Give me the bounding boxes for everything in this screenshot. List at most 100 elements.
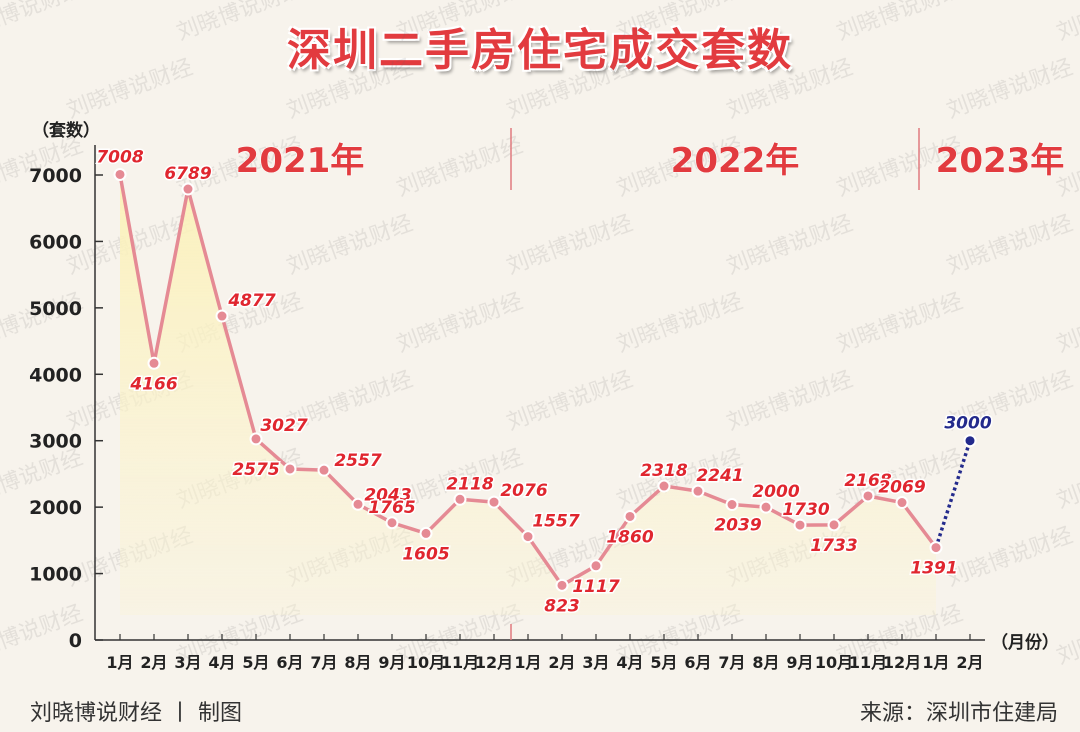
watermark-text: 刘晓博说财经 [174, 0, 307, 46]
data-label: 1860 [606, 527, 653, 547]
x-tick-label: 4月 [208, 653, 235, 672]
y-tick-label: 3000 [29, 431, 82, 453]
y-axis-label: （套数） [32, 120, 100, 141]
data-label: 823 [544, 596, 580, 616]
x-tick-label: 8月 [752, 653, 779, 672]
data-label: 1117 [572, 577, 619, 597]
data-label: 3027 [260, 416, 307, 436]
data-label: 6789 [164, 164, 211, 184]
data-point [929, 541, 943, 555]
watermark-text: 刘晓博说财经 [284, 211, 417, 280]
x-tick-label: 2月 [140, 653, 167, 672]
watermark-text: 刘晓博说财经 [834, 0, 967, 46]
data-label: 1765 [368, 498, 415, 518]
x-tick-label: 9月 [378, 653, 405, 672]
watermark-text: 刘晓博说财经 [504, 211, 637, 280]
data-point [181, 182, 195, 196]
watermark-text: 刘晓博说财经 [1054, 445, 1080, 514]
data-point [215, 309, 229, 323]
watermark-text: 刘晓博说财经 [64, 55, 197, 124]
data-point [793, 518, 807, 532]
data-point [725, 498, 739, 512]
x-tick-label: 8月 [344, 653, 371, 672]
x-tick-label: 9月 [786, 653, 813, 672]
data-label: 1557 [532, 512, 579, 532]
data-label: 2043 [364, 485, 411, 505]
data-point [113, 167, 127, 181]
y-tick-label: 5000 [29, 298, 82, 320]
data-label: 1730 [782, 500, 829, 520]
x-tick-label: 1月 [106, 653, 133, 672]
data-label: 2039 [714, 516, 761, 536]
watermark-text: 刘晓博说财经 [394, 0, 527, 46]
x-tick-label: 2月 [548, 653, 575, 672]
data-point [657, 479, 671, 493]
x-tick-label: 7月 [310, 653, 337, 672]
data-point [555, 578, 569, 592]
data-label: 3000 [944, 414, 991, 434]
data-point [249, 432, 263, 446]
watermark-text: 刘晓博说财经 [1054, 0, 1080, 46]
x-tick-label: 3月 [174, 653, 201, 672]
data-point [351, 497, 365, 511]
x-tick-label: 5月 [242, 653, 269, 672]
data-label: 2168 [844, 471, 891, 491]
watermark-text: 刘晓博说财经 [724, 55, 857, 124]
watermark-text: 刘晓博说财经 [724, 367, 857, 436]
year-label: 2022年 [671, 141, 800, 181]
data-label: 2318 [640, 461, 687, 481]
data-point [317, 463, 331, 477]
data-point [419, 526, 433, 540]
watermark-text: 刘晓博说财经 [394, 289, 527, 358]
data-point [521, 530, 535, 544]
data-point [691, 484, 705, 498]
data-point [895, 496, 909, 510]
data-point [487, 495, 501, 509]
watermark-text: 刘晓博说财经 [0, 0, 86, 46]
watermark-text: 刘晓博说财经 [394, 133, 527, 202]
watermark-text: 刘晓博说财经 [614, 0, 747, 46]
x-tick-label: 10月 [407, 653, 445, 672]
x-tick-label: 6月 [276, 653, 303, 672]
y-tick-label: 2000 [29, 497, 82, 519]
projected-point [963, 434, 977, 448]
data-label: 4877 [227, 291, 275, 311]
x-tick-label: 10月 [815, 653, 853, 672]
data-point [147, 356, 161, 370]
x-tick-label: 7月 [718, 653, 745, 672]
x-tick-label: 4月 [616, 653, 643, 672]
data-point [283, 462, 297, 476]
data-label: 2069 [878, 478, 925, 498]
x-tick-label: 6月 [684, 653, 711, 672]
data-point [589, 559, 603, 573]
x-tick-label: 12月 [883, 653, 921, 672]
y-tick-label: 1000 [29, 564, 82, 586]
footer-source: 来源：深圳市住建局 [859, 701, 1058, 726]
data-label: 2118 [446, 474, 493, 494]
watermark-text: 刘晓博说财经 [944, 55, 1077, 124]
footer-credit: 刘晓博说财经 丨 制图 [30, 701, 242, 726]
watermark-text: 刘晓博说财经 [944, 211, 1077, 280]
watermark-text: 刘晓博说财经 [834, 289, 967, 358]
watermark-text: 刘晓博说财经 [284, 55, 417, 124]
watermark-text: 刘晓博说财经 [504, 367, 637, 436]
x-tick-label: 11月 [441, 653, 479, 672]
x-tick-label: 2月 [956, 653, 983, 672]
y-tick-label: 4000 [29, 364, 82, 386]
data-point [385, 516, 399, 530]
watermark-text: 刘晓博说财经 [614, 289, 747, 358]
year-label: 2021年 [236, 141, 365, 181]
x-tick-label: 1月 [514, 653, 541, 672]
data-label: 1391 [910, 559, 957, 579]
x-tick-label: 5月 [650, 653, 677, 672]
x-axis-label: （月份） [991, 632, 1059, 653]
watermark-text: 刘晓博说财经 [944, 523, 1077, 592]
data-point [827, 518, 841, 532]
y-tick-label: 0 [69, 630, 82, 652]
x-tick-label: 12月 [475, 653, 513, 672]
data-point [453, 492, 467, 506]
data-label: 2557 [334, 451, 381, 471]
data-label: 1605 [402, 544, 449, 564]
x-tick-label: 1月 [922, 653, 949, 672]
